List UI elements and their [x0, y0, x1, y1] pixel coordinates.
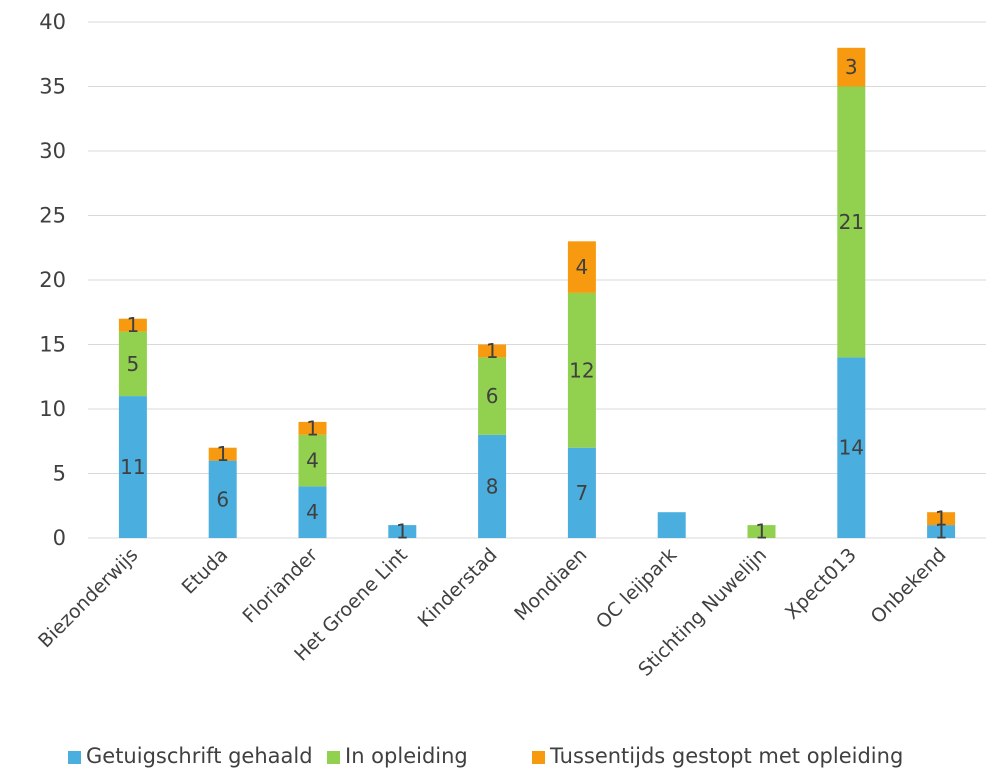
data-label: 21: [839, 210, 864, 234]
bar-segment: [388, 525, 417, 538]
bar-segment: [118, 331, 147, 397]
legend-swatch: [532, 751, 545, 764]
bar-segment: [478, 434, 507, 538]
data-label: 5: [127, 352, 140, 376]
category-label: Xpect013: [781, 544, 861, 624]
bar-segment: [837, 86, 866, 358]
bar-segment: [298, 486, 327, 538]
y-tick-label: 10: [39, 397, 66, 421]
bar-segment: [927, 525, 956, 538]
data-label: 1: [486, 339, 499, 363]
y-tick-label: 5: [53, 462, 66, 486]
data-label: 4: [306, 449, 319, 473]
y-tick-label: 20: [39, 268, 66, 292]
legend-label: Tussentijds gestopt met opleiding: [549, 744, 903, 768]
bar-segment: [118, 396, 147, 538]
legend-swatch: [68, 751, 81, 764]
y-tick-label: 0: [53, 526, 66, 550]
legend: Getuigschrift gehaald In opleiding Tussent…: [68, 744, 903, 768]
bar-segment: [567, 241, 596, 293]
legend-label: Getuigschrift gehaald: [86, 744, 313, 768]
data-label: 11: [120, 455, 145, 479]
bar-segment: [657, 512, 686, 538]
bars: [118, 47, 956, 538]
bar-segment: [298, 434, 327, 487]
legend-swatch: [327, 751, 340, 764]
y-tick-label: 35: [39, 75, 66, 99]
bar-segment: [298, 421, 327, 435]
data-label: 7: [576, 481, 589, 505]
y-axis-tick-labels: 0 5 10 15 20 25 30 35 40: [39, 10, 66, 550]
gridlines: [88, 21, 986, 539]
data-label: 12: [569, 358, 594, 382]
data-label: 1: [755, 520, 768, 544]
data-label: 4: [576, 255, 589, 279]
bar-segment: [208, 447, 237, 461]
y-tick-label: 40: [39, 10, 66, 34]
y-tick-label: 25: [39, 204, 66, 228]
bar-segment: [747, 525, 776, 538]
data-label: 6: [216, 487, 229, 511]
bar-segment: [478, 344, 507, 358]
data-label: 1: [935, 520, 948, 544]
data-label: 14: [839, 436, 864, 460]
category-label: Floriander: [238, 544, 322, 628]
data-label: 1: [216, 442, 229, 466]
category-label: Onbekend: [867, 544, 951, 628]
legend-label: In opleiding: [345, 744, 468, 768]
bar-segment: [118, 318, 147, 332]
data-label: 1: [127, 313, 140, 337]
bar-segment: [208, 460, 237, 538]
data-label: 8: [486, 474, 499, 498]
bar-segment: [567, 447, 596, 538]
bar-segment: [927, 512, 956, 526]
bar-segment: [837, 357, 866, 538]
data-label: 1: [306, 416, 319, 440]
bar-segment: [478, 357, 507, 435]
data-label: 3: [845, 55, 858, 79]
data-label: 1: [396, 520, 409, 544]
category-label: Biezonderwijs: [34, 544, 142, 652]
data-label: 6: [486, 384, 499, 408]
category-label: OC leijpark: [592, 544, 681, 633]
data-label: 1: [935, 507, 948, 531]
bar-segment: [567, 292, 596, 448]
bar-segment: [837, 47, 866, 87]
category-label: Etuda: [178, 544, 233, 599]
data-label: 4: [306, 500, 319, 524]
category-label: Mondiaen: [510, 544, 591, 625]
category-label: Kinderstad: [414, 544, 502, 632]
y-tick-label: 30: [39, 139, 66, 163]
y-tick-label: 15: [39, 333, 66, 357]
